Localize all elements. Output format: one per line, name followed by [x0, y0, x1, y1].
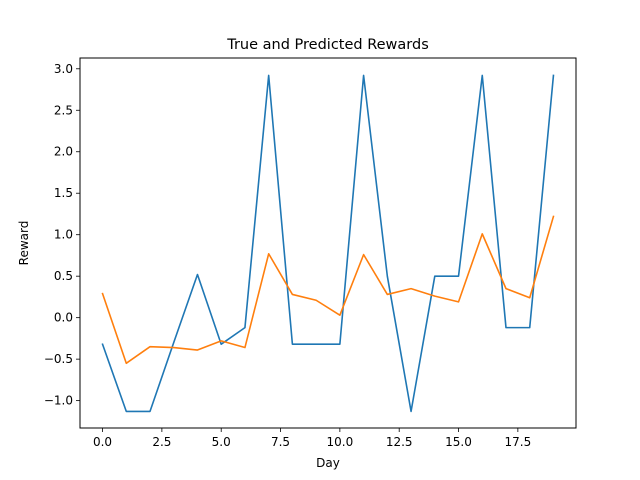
x-tick-label: 2.5 [152, 435, 171, 449]
x-axis-ticks: 0.0 2.5 5.0 7.5 10.0 12.5 15.0 17.5 [93, 428, 531, 449]
y-axis-ticks: −1.0 −0.5 0.0 0.5 1.0 1.5 2.0 2.5 3.0 [44, 62, 80, 408]
series-line-2 [101, 215, 555, 365]
y-axis-label: Reward [17, 221, 31, 266]
y-tick-label: 3.0 [54, 62, 73, 76]
x-tick-label: 10.0 [327, 435, 354, 449]
x-tick-label: 17.5 [504, 435, 531, 449]
chart-title: True and Predicted Rewards [226, 37, 429, 53]
x-tick-label: 0.0 [93, 435, 112, 449]
y-tick-label: −0.5 [44, 352, 73, 366]
x-tick-label: 15.0 [445, 435, 472, 449]
x-axis-label: Day [316, 456, 340, 470]
plot-area [80, 58, 576, 428]
y-tick-label: 1.0 [54, 228, 73, 242]
y-tick-label: 2.5 [54, 103, 73, 117]
y-tick-label: 0.5 [54, 269, 73, 283]
series-line-1 [101, 74, 555, 413]
x-tick-label: 5.0 [212, 435, 231, 449]
x-tick-label: 12.5 [386, 435, 413, 449]
y-tick-label: 2.0 [54, 145, 73, 159]
series-layer [101, 74, 555, 413]
y-tick-label: 1.5 [54, 186, 73, 200]
y-tick-label: −1.0 [44, 394, 73, 408]
y-tick-label: 0.0 [54, 311, 73, 325]
x-tick-label: 7.5 [271, 435, 290, 449]
plot-frame [79, 57, 577, 429]
